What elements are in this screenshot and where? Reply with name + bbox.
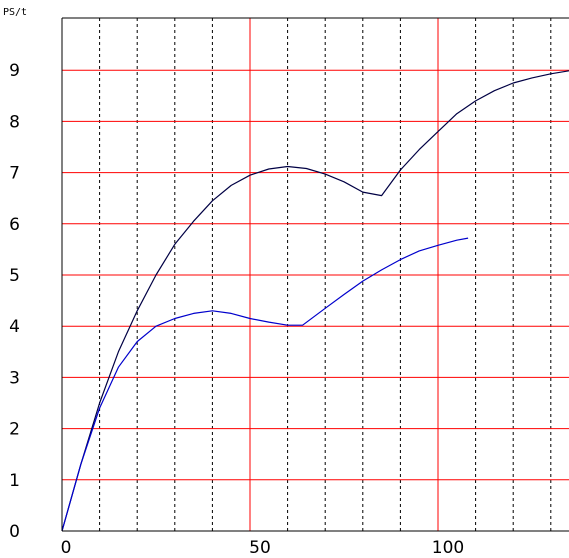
- y-tick-label: 0: [9, 522, 20, 542]
- series-line-2: [61, 237, 469, 532]
- major-gridlines: [62, 18, 569, 531]
- tick-labels: 0 1 2 3 4 5 6 7 8 9 0 50 100: [9, 61, 464, 558]
- x-tick-label: 100: [432, 538, 464, 558]
- y-tick-label: 3: [9, 368, 20, 388]
- y-axis-unit-label: PS/t: [3, 7, 27, 18]
- y-tick-label: 8: [9, 112, 20, 132]
- minor-gridlines: [99, 18, 552, 531]
- y-tick-label: 9: [9, 61, 20, 81]
- series-layer: [61, 70, 569, 532]
- y-tick-label: 7: [9, 164, 20, 184]
- y-tick-label: 2: [9, 420, 20, 440]
- axes: [61, 17, 569, 532]
- y-tick-label: 4: [9, 317, 20, 337]
- series-line-1: [61, 70, 569, 532]
- y-tick-label: 1: [9, 471, 20, 491]
- y-tick-label: 5: [9, 266, 20, 286]
- x-tick-label: 0: [61, 538, 72, 558]
- y-tick-label: 6: [9, 215, 20, 235]
- x-tick-label: 50: [249, 538, 271, 558]
